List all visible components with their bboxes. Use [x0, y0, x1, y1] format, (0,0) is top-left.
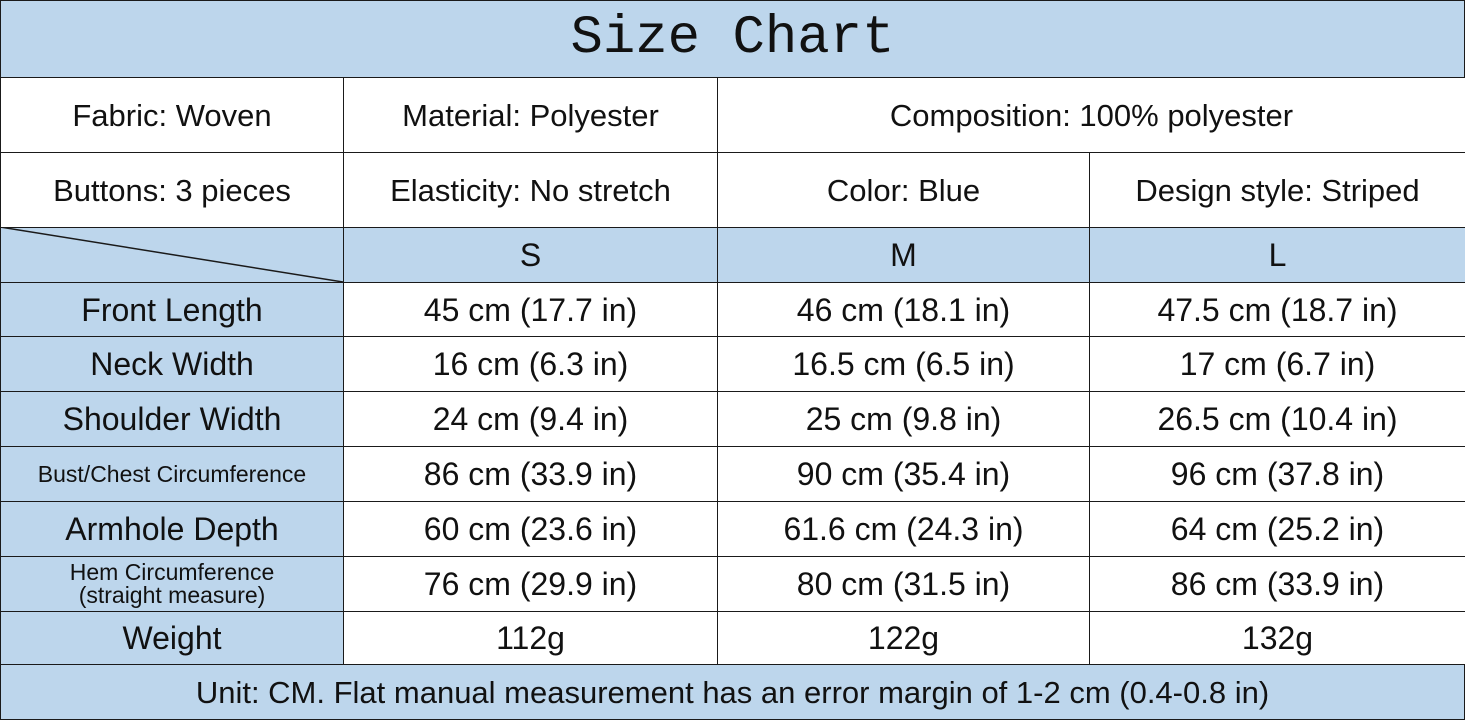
row-label: Armhole Depth: [0, 501, 344, 557]
measure-cell: 96 cm (37.8 in): [1089, 446, 1465, 502]
measure-cell: 46 cm (18.1 in): [717, 282, 1090, 337]
measure-cell: 16 cm (6.3 in): [343, 336, 718, 392]
info-cell: Composition: 100% polyester: [717, 77, 1465, 153]
measure-cell: 64 cm (25.2 in): [1089, 501, 1465, 557]
diagonal-line: [0, 227, 343, 282]
diagonal-divider: [0, 227, 343, 282]
measure-cell: 86 cm (33.9 in): [1089, 556, 1465, 612]
row-label: Weight: [0, 611, 344, 665]
measure-cell: 47.5 cm (18.7 in): [1089, 282, 1465, 337]
info-cell: Design style: Striped: [1089, 152, 1465, 228]
info-cell: Fabric: Woven: [0, 77, 344, 153]
measure-cell: 26.5 cm (10.4 in): [1089, 391, 1465, 447]
measure-cell: 90 cm (35.4 in): [717, 446, 1090, 502]
footer-note: Unit: CM. Flat manual measurement has an…: [0, 664, 1465, 720]
measure-cell: 17 cm (6.7 in): [1089, 336, 1465, 392]
size-header: L: [1089, 227, 1465, 283]
measure-cell: 16.5 cm (6.5 in): [717, 336, 1090, 392]
measure-cell: 112g: [343, 611, 718, 665]
measure-cell: 76 cm (29.9 in): [343, 556, 718, 612]
measure-cell: 60 cm (23.6 in): [343, 501, 718, 557]
measure-cell: 61.6 cm (24.3 in): [717, 501, 1090, 557]
info-cell: Material: Polyester: [343, 77, 718, 153]
measure-cell: 45 cm (17.7 in): [343, 282, 718, 337]
size-header: M: [717, 227, 1090, 283]
info-cell: Color: Blue: [717, 152, 1090, 228]
row-label: Front Length: [0, 282, 344, 337]
row-label: Bust/Chest Circumference: [0, 446, 344, 502]
measure-cell: 80 cm (31.5 in): [717, 556, 1090, 612]
size-header: S: [343, 227, 718, 283]
measure-cell: 86 cm (33.9 in): [343, 446, 718, 502]
measure-cell: 122g: [717, 611, 1090, 665]
row-label: Hem Circumference (straight measure): [0, 556, 344, 612]
measure-cell: 24 cm (9.4 in): [343, 391, 718, 447]
title: Size Chart: [0, 0, 1465, 78]
info-cell: Elasticity: No stretch: [343, 152, 718, 228]
info-cell: Buttons: 3 pieces: [0, 152, 344, 228]
row-label: Neck Width: [0, 336, 344, 392]
row-label: Shoulder Width: [0, 391, 344, 447]
measure-cell: 132g: [1089, 611, 1465, 665]
measure-cell: 25 cm (9.8 in): [717, 391, 1090, 447]
